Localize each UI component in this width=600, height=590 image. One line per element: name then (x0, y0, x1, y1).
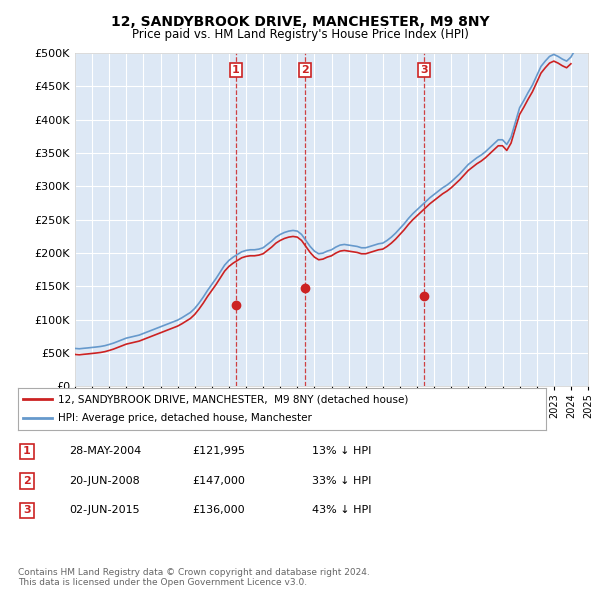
Text: 12, SANDYBROOK DRIVE, MANCHESTER,  M9 8NY (detached house): 12, SANDYBROOK DRIVE, MANCHESTER, M9 8NY… (58, 394, 408, 404)
Text: 2: 2 (301, 65, 309, 75)
Text: 1: 1 (232, 65, 240, 75)
Text: 12, SANDYBROOK DRIVE, MANCHESTER, M9 8NY: 12, SANDYBROOK DRIVE, MANCHESTER, M9 8NY (110, 15, 490, 29)
Text: £121,995: £121,995 (192, 447, 245, 456)
Text: 3: 3 (23, 506, 31, 515)
Text: £147,000: £147,000 (192, 476, 245, 486)
Text: Price paid vs. HM Land Registry's House Price Index (HPI): Price paid vs. HM Land Registry's House … (131, 28, 469, 41)
Text: Contains HM Land Registry data © Crown copyright and database right 2024.
This d: Contains HM Land Registry data © Crown c… (18, 568, 370, 587)
Text: 02-JUN-2015: 02-JUN-2015 (69, 506, 140, 515)
Text: HPI: Average price, detached house, Manchester: HPI: Average price, detached house, Manc… (58, 414, 311, 424)
Text: £136,000: £136,000 (192, 506, 245, 515)
Text: 43% ↓ HPI: 43% ↓ HPI (312, 506, 371, 515)
Text: 1: 1 (23, 447, 31, 456)
Text: 13% ↓ HPI: 13% ↓ HPI (312, 447, 371, 456)
Text: 28-MAY-2004: 28-MAY-2004 (69, 447, 141, 456)
Text: 2: 2 (23, 476, 31, 486)
Text: 33% ↓ HPI: 33% ↓ HPI (312, 476, 371, 486)
Text: 3: 3 (421, 65, 428, 75)
Text: 20-JUN-2008: 20-JUN-2008 (69, 476, 140, 486)
